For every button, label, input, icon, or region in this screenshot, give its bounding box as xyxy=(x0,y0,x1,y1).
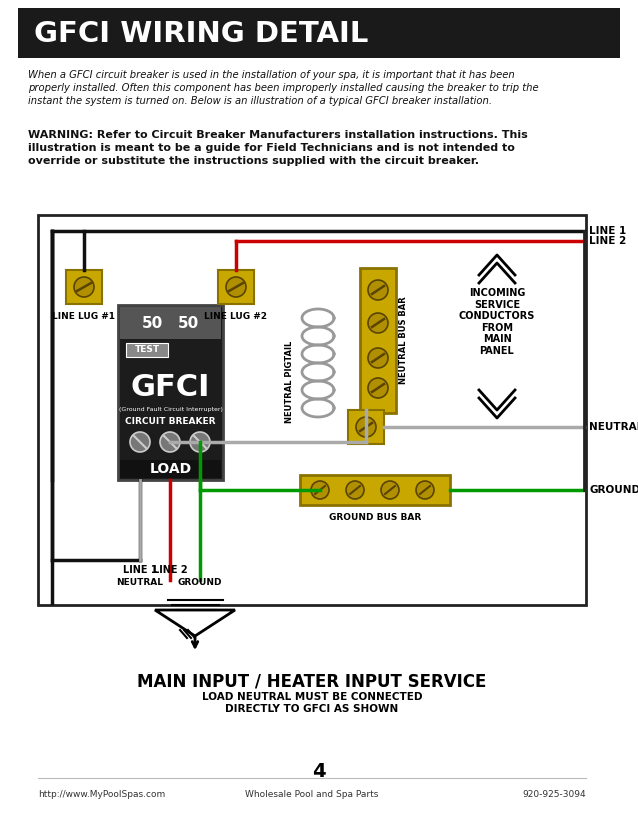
Text: GROUND: GROUND xyxy=(178,578,222,587)
Text: INCOMING
SERVICE
CONDUCTORS
FROM
MAIN
PANEL: INCOMING SERVICE CONDUCTORS FROM MAIN PA… xyxy=(459,288,535,356)
Text: 920-925-3094: 920-925-3094 xyxy=(523,790,586,799)
Text: (Ground Fault Circuit Interrupter): (Ground Fault Circuit Interrupter) xyxy=(119,406,223,411)
Circle shape xyxy=(190,432,210,452)
Circle shape xyxy=(74,277,94,297)
Text: 50: 50 xyxy=(178,316,199,330)
Text: When a GFCI circuit breaker is used in the installation of your spa, it is impor: When a GFCI circuit breaker is used in t… xyxy=(28,70,538,107)
Text: LINE 1: LINE 1 xyxy=(122,565,158,575)
FancyBboxPatch shape xyxy=(120,307,221,339)
Text: http://www.MyPoolSpas.com: http://www.MyPoolSpas.com xyxy=(38,790,165,799)
Text: CIRCUIT BREAKER: CIRCUIT BREAKER xyxy=(125,416,216,425)
Circle shape xyxy=(381,481,399,499)
Text: LINE 2: LINE 2 xyxy=(152,565,188,575)
FancyBboxPatch shape xyxy=(120,460,221,478)
FancyBboxPatch shape xyxy=(126,343,168,357)
Text: LINE 2: LINE 2 xyxy=(589,236,627,246)
Text: 50: 50 xyxy=(142,316,163,330)
Text: LINE 1: LINE 1 xyxy=(589,226,627,236)
FancyBboxPatch shape xyxy=(118,305,223,480)
FancyBboxPatch shape xyxy=(360,268,396,413)
Circle shape xyxy=(368,348,388,368)
Circle shape xyxy=(346,481,364,499)
Circle shape xyxy=(356,417,376,437)
FancyBboxPatch shape xyxy=(300,475,450,505)
Text: NEUTRAL PIGTAIL: NEUTRAL PIGTAIL xyxy=(285,341,295,423)
FancyBboxPatch shape xyxy=(66,270,102,304)
Circle shape xyxy=(368,378,388,398)
Circle shape xyxy=(130,432,150,452)
Text: NEUTRAL: NEUTRAL xyxy=(117,578,163,587)
Text: GFCI WIRING DETAIL: GFCI WIRING DETAIL xyxy=(34,20,368,48)
Text: GROUND BUS BAR: GROUND BUS BAR xyxy=(329,513,421,522)
Circle shape xyxy=(416,481,434,499)
Circle shape xyxy=(368,313,388,333)
Text: 4: 4 xyxy=(312,762,326,781)
FancyBboxPatch shape xyxy=(348,410,384,444)
Text: NEUTRAL BUS BAR: NEUTRAL BUS BAR xyxy=(399,297,408,384)
Text: MAIN INPUT / HEATER INPUT SERVICE: MAIN INPUT / HEATER INPUT SERVICE xyxy=(137,672,487,690)
Text: LINE LUG #1: LINE LUG #1 xyxy=(52,312,115,321)
Text: GROUND: GROUND xyxy=(589,485,638,495)
FancyBboxPatch shape xyxy=(18,8,620,58)
Text: Wholesale Pool and Spa Parts: Wholesale Pool and Spa Parts xyxy=(246,790,379,799)
Circle shape xyxy=(368,280,388,300)
Text: WARNING: Refer to Circuit Breaker Manufacturers installation instructions. This
: WARNING: Refer to Circuit Breaker Manufa… xyxy=(28,130,528,166)
Text: LOAD: LOAD xyxy=(149,462,191,476)
Text: LOAD NEUTRAL MUST BE CONNECTED
DIRECTLY TO GFCI AS SHOWN: LOAD NEUTRAL MUST BE CONNECTED DIRECTLY … xyxy=(202,692,422,714)
Circle shape xyxy=(226,277,246,297)
Circle shape xyxy=(311,481,329,499)
Text: TEST: TEST xyxy=(135,345,160,354)
Text: NEUTRAL: NEUTRAL xyxy=(589,422,638,432)
FancyBboxPatch shape xyxy=(38,215,586,605)
FancyBboxPatch shape xyxy=(218,270,254,304)
Circle shape xyxy=(160,432,180,452)
Text: GFCI: GFCI xyxy=(131,373,211,401)
Text: LINE LUG #2: LINE LUG #2 xyxy=(205,312,267,321)
